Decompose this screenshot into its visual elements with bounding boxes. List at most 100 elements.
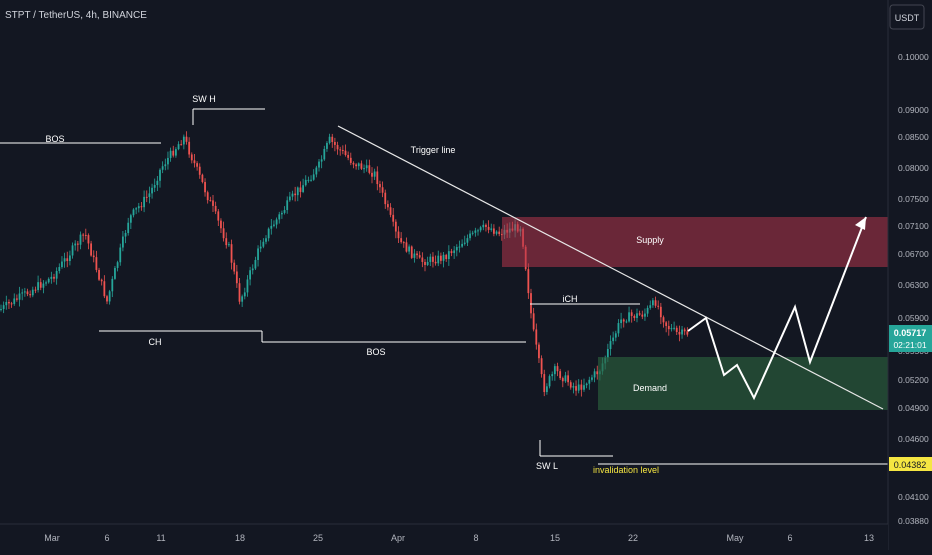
candle-body bbox=[214, 205, 217, 212]
candle-body bbox=[238, 283, 241, 302]
candle-body bbox=[270, 225, 273, 229]
candle-body bbox=[376, 171, 379, 185]
price-tick-label: 0.07500 bbox=[898, 194, 929, 204]
candle-body bbox=[614, 333, 617, 338]
candle-body bbox=[408, 246, 410, 252]
candle-body bbox=[50, 276, 53, 279]
candle-body bbox=[440, 255, 442, 261]
candle-body bbox=[82, 234, 85, 236]
invalidation-price-badge bbox=[889, 457, 932, 471]
candle-body bbox=[204, 182, 206, 193]
demand-label: Demand bbox=[633, 383, 667, 393]
candle-body bbox=[331, 136, 334, 142]
price-tick-label: 0.08000 bbox=[898, 163, 929, 173]
candle-body bbox=[291, 193, 294, 197]
candle-body bbox=[79, 234, 82, 245]
candle-body bbox=[683, 329, 686, 332]
candle-body bbox=[530, 293, 532, 314]
price-tick-label: 0.09000 bbox=[898, 105, 929, 115]
candle-body bbox=[649, 305, 652, 308]
candle-body bbox=[612, 337, 615, 342]
candle-body bbox=[371, 172, 373, 177]
candle-body bbox=[485, 224, 487, 227]
candle-body bbox=[495, 231, 498, 234]
candle-body bbox=[498, 231, 501, 235]
candle-body bbox=[349, 157, 352, 163]
projection-path bbox=[687, 216, 867, 401]
candle-body bbox=[389, 207, 392, 215]
candle-body bbox=[39, 282, 42, 288]
candle-body bbox=[458, 246, 461, 248]
candle-body bbox=[326, 142, 328, 149]
candle-body bbox=[241, 296, 244, 302]
candle-body bbox=[299, 187, 302, 192]
candle-body bbox=[262, 241, 265, 247]
candle-body bbox=[180, 144, 183, 146]
candle-body bbox=[228, 244, 230, 246]
currency-button[interactable] bbox=[889, 4, 925, 30]
candle-body bbox=[31, 289, 34, 296]
candle-body bbox=[620, 319, 622, 324]
candle-body bbox=[548, 376, 551, 387]
candle-body bbox=[426, 261, 429, 265]
candle-body bbox=[410, 246, 413, 258]
candle-body bbox=[445, 254, 448, 260]
candle-body bbox=[432, 256, 434, 262]
candle-body bbox=[220, 220, 222, 229]
candle-body bbox=[16, 298, 18, 300]
candle-body bbox=[114, 267, 116, 279]
candle-body bbox=[312, 174, 315, 180]
candle-body bbox=[267, 228, 270, 239]
candle-body bbox=[66, 258, 69, 262]
candle-body bbox=[328, 136, 331, 143]
candle-body bbox=[580, 384, 583, 390]
candle-body bbox=[341, 150, 344, 152]
time-axis-label: 6 bbox=[104, 533, 109, 543]
candle-body bbox=[95, 257, 98, 270]
candle-body bbox=[135, 208, 138, 210]
candle-body bbox=[665, 322, 668, 326]
candle-body bbox=[482, 224, 485, 228]
candle-body bbox=[182, 136, 185, 145]
candle-body bbox=[397, 231, 400, 239]
candle-body bbox=[87, 235, 90, 244]
price-tick-label: 0.07100 bbox=[898, 221, 929, 231]
candle-body bbox=[254, 259, 257, 269]
candle-body bbox=[405, 242, 408, 252]
price-tick-label: 0.08500 bbox=[898, 132, 929, 142]
candle-body bbox=[106, 296, 108, 302]
candle-body bbox=[74, 243, 77, 246]
sw-high-label: SW H bbox=[192, 94, 216, 104]
candle-body bbox=[551, 374, 554, 377]
candle-body bbox=[352, 162, 355, 165]
candle-body bbox=[474, 230, 477, 233]
candle-body bbox=[47, 278, 50, 283]
candle-body bbox=[638, 313, 641, 315]
candle-body bbox=[572, 386, 575, 388]
demand-zone bbox=[598, 357, 888, 410]
candle-body bbox=[538, 344, 540, 359]
candle-body bbox=[546, 386, 548, 393]
candle-body bbox=[302, 185, 304, 192]
candle-body bbox=[657, 305, 660, 307]
candle-body bbox=[201, 174, 204, 183]
candle-body bbox=[400, 238, 403, 243]
candle-body bbox=[63, 258, 66, 262]
candle-body bbox=[318, 161, 320, 168]
candle-body bbox=[402, 242, 405, 244]
candles-layer bbox=[0, 131, 689, 397]
candle-body bbox=[217, 211, 220, 221]
price-ticks: 0.10000 0.09000 0.08500 0.08000 0.07500 0.071… bbox=[898, 52, 929, 526]
candle-body bbox=[591, 377, 593, 380]
candle-body bbox=[413, 253, 416, 258]
supply-zone bbox=[502, 217, 888, 267]
time-axis[interactable] bbox=[0, 524, 888, 550]
candle-body bbox=[556, 366, 559, 372]
candle-body bbox=[18, 293, 21, 300]
time-axis-label: 25 bbox=[313, 533, 323, 543]
ich-label: iCH bbox=[563, 294, 578, 304]
candle-body bbox=[243, 292, 246, 297]
candle-body bbox=[652, 300, 654, 306]
candle-body bbox=[37, 282, 39, 291]
